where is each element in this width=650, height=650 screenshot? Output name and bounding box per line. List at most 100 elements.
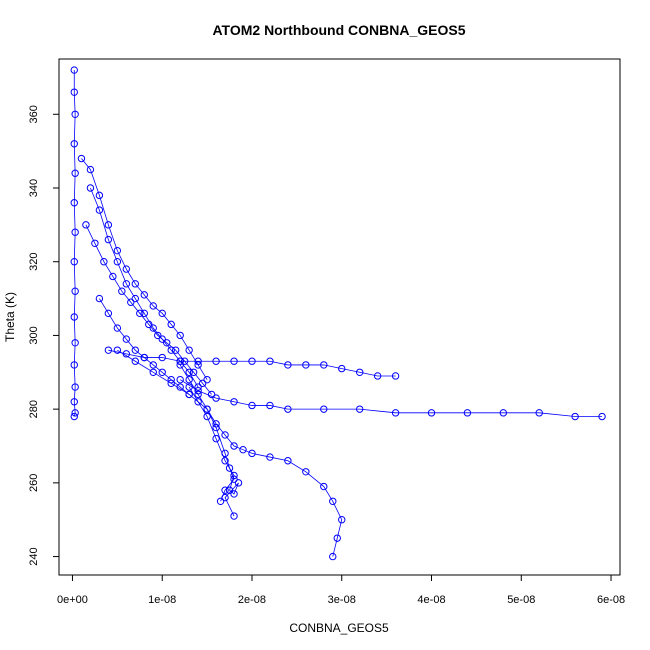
data-point — [118, 287, 126, 295]
data-point — [185, 383, 193, 391]
data-point — [140, 353, 148, 362]
data-point — [86, 165, 95, 174]
y-tick-label: 280 — [28, 400, 40, 418]
data-point — [320, 482, 328, 491]
data-point — [70, 140, 78, 148]
data-point — [266, 401, 274, 410]
data-point — [212, 394, 220, 402]
data-point — [136, 309, 144, 318]
data-point — [104, 346, 113, 354]
data-point — [221, 457, 229, 465]
data-point — [71, 287, 79, 295]
data-point — [71, 110, 79, 118]
data-point — [131, 294, 139, 303]
data-point — [225, 486, 234, 494]
data-point — [185, 346, 193, 354]
data-point — [248, 449, 256, 458]
data-point — [145, 320, 153, 329]
data-point — [127, 298, 135, 306]
data-point — [185, 390, 193, 399]
y-tick-label: 360 — [28, 105, 40, 123]
data-point — [329, 552, 337, 561]
data-point — [230, 442, 238, 450]
data-point — [71, 228, 79, 236]
data-point — [70, 398, 78, 406]
data-point — [427, 409, 436, 417]
data-point — [239, 445, 247, 454]
y-tick-label: 240 — [28, 547, 40, 565]
series-line-1 — [81, 158, 208, 380]
x-axis: 0e+00 1e-08 2e-08 3e-08 4e-08 5e-08 6e-08 — [57, 574, 625, 606]
data-point — [149, 368, 157, 376]
data-point — [109, 272, 117, 281]
data-point — [71, 169, 79, 177]
data-point — [71, 383, 79, 391]
data-point — [176, 361, 184, 369]
data-point — [598, 412, 606, 421]
y-axis: 240 260 280 300 320 340 360 — [28, 105, 60, 566]
data-point — [230, 357, 238, 365]
data-point — [140, 291, 148, 299]
data-point — [194, 383, 202, 391]
data-point — [91, 239, 99, 247]
data-point — [198, 379, 207, 388]
data-point — [95, 191, 104, 200]
series-line-7 — [188, 386, 239, 517]
data-point — [203, 375, 211, 384]
series-line-0 — [73, 70, 76, 417]
data-point — [77, 154, 86, 163]
data-point — [266, 453, 274, 461]
data-point — [104, 235, 113, 244]
data-point — [70, 361, 78, 369]
data-point — [70, 66, 78, 74]
data-point — [571, 412, 579, 421]
data-point — [149, 361, 157, 369]
data-point — [131, 280, 139, 288]
data-point — [185, 368, 193, 376]
data-point — [212, 423, 220, 432]
data-point — [499, 409, 508, 417]
data-point — [355, 368, 364, 376]
x-tick-label: 3e-08 — [328, 594, 356, 606]
data-point — [171, 346, 180, 354]
data-point — [70, 88, 78, 96]
series-line-8 — [117, 349, 235, 502]
data-point — [185, 375, 193, 384]
data-point — [266, 357, 274, 365]
data-layer — [70, 66, 606, 561]
data-point — [113, 258, 122, 266]
data-point — [338, 516, 346, 524]
data-point — [284, 405, 292, 413]
data-point — [158, 368, 166, 376]
data-point — [189, 368, 198, 376]
data-point — [104, 221, 113, 229]
y-axis-label: Theta (K) — [3, 292, 17, 342]
x-axis-label: CONBNA_GEOS5 — [289, 621, 389, 635]
data-point — [284, 457, 292, 465]
series-line-4 — [108, 349, 396, 377]
data-point — [216, 497, 225, 505]
data-point — [248, 357, 256, 365]
data-point — [131, 357, 139, 365]
data-point — [176, 375, 184, 384]
data-point — [113, 346, 122, 354]
chart-title: ATOM2 Northbound CONBNA_GEOS5 — [212, 22, 465, 38]
data-point — [149, 324, 157, 332]
data-point — [71, 409, 79, 417]
data-point — [82, 221, 90, 229]
data-point — [176, 331, 184, 340]
data-point — [158, 335, 166, 343]
data-point — [70, 199, 78, 207]
data-point — [95, 294, 104, 303]
x-tick-label: 6e-08 — [597, 594, 625, 606]
data-point — [221, 486, 229, 494]
data-point — [122, 280, 131, 288]
data-point — [194, 390, 202, 399]
data-point — [391, 372, 400, 380]
data-point — [70, 258, 78, 266]
data-point — [320, 361, 328, 369]
data-point — [122, 335, 131, 343]
series-line-6 — [179, 364, 343, 557]
data-point — [167, 320, 175, 329]
